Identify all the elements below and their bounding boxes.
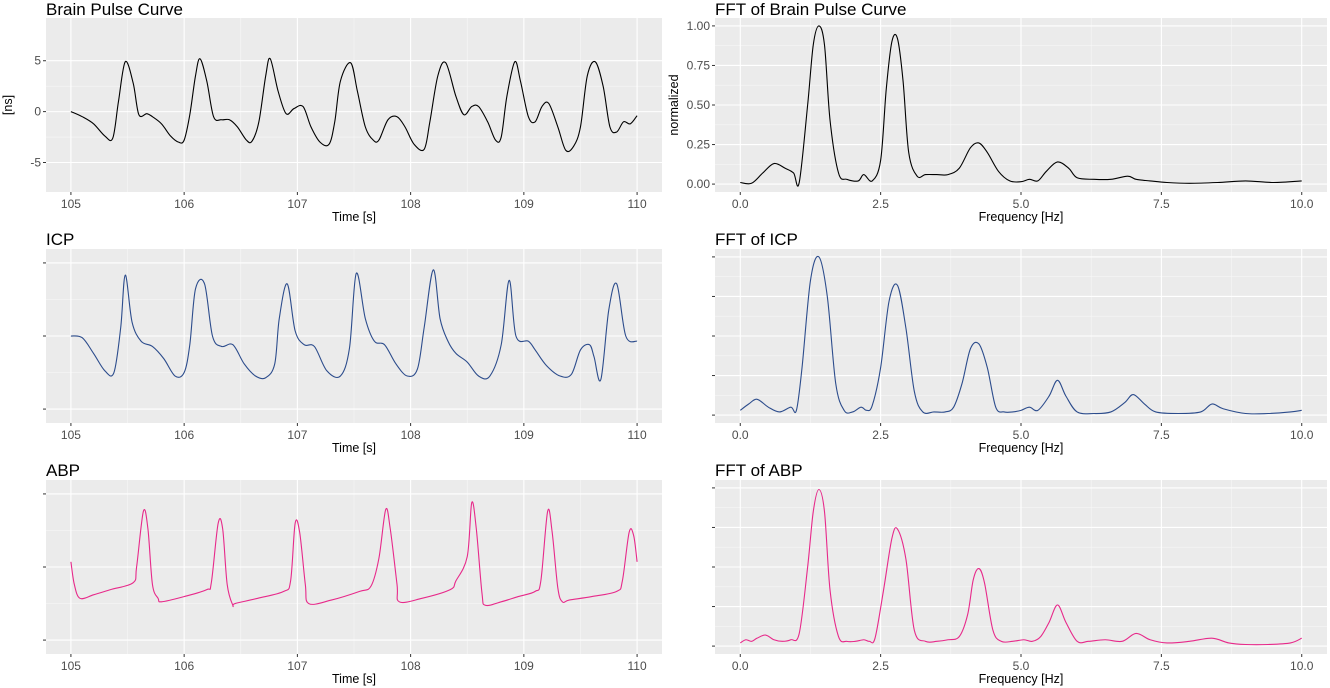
y-tick-label: 0.25	[687, 138, 711, 152]
x-tick-label: 7.5	[1153, 659, 1170, 673]
chart-title: ABP	[46, 461, 81, 480]
series-line	[70, 57, 638, 153]
x-tick-label: 108	[401, 197, 421, 211]
x-tick-label: 107	[287, 659, 307, 673]
y-tick-label: 0	[34, 105, 41, 119]
x-tick-label: 0.0	[732, 659, 749, 673]
chart-title: ICP	[46, 230, 75, 249]
x-tick-label: 110	[628, 197, 647, 211]
x-tick-label: 5.0	[1013, 428, 1030, 442]
x-tick-label: 2.5	[872, 659, 889, 673]
x-tick-label: 107	[287, 197, 307, 211]
x-tick-label: 2.5	[872, 428, 889, 442]
x-axis-label: Frequency [Hz]	[979, 672, 1064, 686]
series-line	[740, 25, 1302, 187]
y-tick-label: 1.00	[687, 19, 711, 33]
x-axis-label: Frequency [Hz]	[979, 441, 1064, 455]
x-tick-label: 0.0	[732, 428, 749, 442]
y-axis-label: [ns]	[1, 95, 15, 115]
x-axis-label: Time [s]	[332, 210, 376, 224]
x-tick-label: 5.0	[1013, 197, 1030, 211]
x-axis-label: Frequency [Hz]	[979, 210, 1064, 224]
y-tick-label: -5	[30, 155, 41, 169]
chart-title: FFT of Brain Pulse Curve	[715, 0, 907, 19]
x-tick-label: 7.5	[1153, 428, 1170, 442]
x-tick-label: 105	[61, 428, 81, 442]
x-tick-label: 10.0	[1290, 428, 1314, 442]
x-tick-label: 0.0	[732, 197, 749, 211]
x-tick-label: 107	[287, 428, 307, 442]
icp-fft-plot: 0.0 2.5 5.0 7.5 10.0 Frequency [Hz]	[712, 249, 1327, 455]
chart-title: Brain Pulse Curve	[46, 0, 184, 19]
x-tick-label: 10.0	[1290, 659, 1314, 673]
x-axis-label: Time [s]	[332, 672, 376, 686]
icp-plot: 105 106 107 108 109 110 Time [s]	[43, 249, 662, 455]
abp-chart: ABP 105 106 107 108 109 110 Time [s]	[0, 461, 665, 688]
x-tick-label: 105	[61, 659, 81, 673]
abp-fft-chart: FFT of ABP 0.0 2.5 5.0 7.5 10.0 Frequency [Hz…	[665, 461, 1330, 688]
x-tick-label: 10.0	[1290, 197, 1314, 211]
x-tick-label: 106	[174, 659, 194, 673]
x-tick-label: 108	[401, 428, 421, 442]
x-tick-label: 7.5	[1153, 197, 1170, 211]
x-tick-label: 109	[514, 428, 534, 442]
x-axis-label: Time [s]	[332, 441, 376, 455]
series-line	[739, 255, 1302, 415]
y-tick-label: 0.75	[687, 58, 711, 72]
brain-pulse-plot: 105 106 107 108 109 110 -5 0 5 Time [s] [ns]	[1, 18, 662, 224]
icp-chart: ICP 105 106 107 108 109 110 Time [s]	[0, 230, 665, 460]
x-tick-label: 106	[174, 197, 194, 211]
brain-pulse-fft-chart: FFT of Brain Pulse Curve 0.0 2.5 5.0 7.5 10.…	[665, 0, 1330, 230]
y-tick-label: 5	[34, 54, 41, 68]
y-axis-label: normalized	[667, 74, 681, 135]
x-tick-label: 108	[401, 659, 421, 673]
x-tick-label: 110	[628, 428, 647, 442]
chart-title: FFT of ABP	[715, 461, 803, 480]
icp-fft-chart: FFT of ICP 0.0 2.5 5.0 7.5 10.0 Frequency [Hz…	[665, 230, 1330, 460]
x-tick-label: 105	[61, 197, 81, 211]
series-line	[739, 488, 1302, 646]
brain-pulse-chart: Brain Pulse Curve 105 106 107 108 109 110 -5 0 5…	[0, 0, 665, 230]
x-tick-label: 106	[174, 428, 194, 442]
abp-plot: 105 106 107 108 109 110 Time [s]	[43, 480, 662, 686]
brain-pulse-fft-plot: 0.0 2.5 5.0 7.5 10.0 0.00 0.25 0.50 0.75 1.00 Freq…	[667, 18, 1327, 224]
series-line	[70, 269, 638, 382]
x-tick-label: 110	[628, 659, 647, 673]
chart-title: FFT of ICP	[715, 230, 798, 249]
y-tick-label: 0.00	[687, 177, 711, 191]
x-tick-label: 109	[514, 197, 534, 211]
x-tick-label: 5.0	[1013, 659, 1030, 673]
x-tick-label: 109	[514, 659, 534, 673]
y-tick-label: 0.50	[687, 98, 711, 112]
series-line	[70, 501, 638, 608]
x-tick-label: 2.5	[872, 197, 889, 211]
abp-fft-plot: 0.0 2.5 5.0 7.5 10.0 Frequency [Hz]	[712, 480, 1327, 686]
